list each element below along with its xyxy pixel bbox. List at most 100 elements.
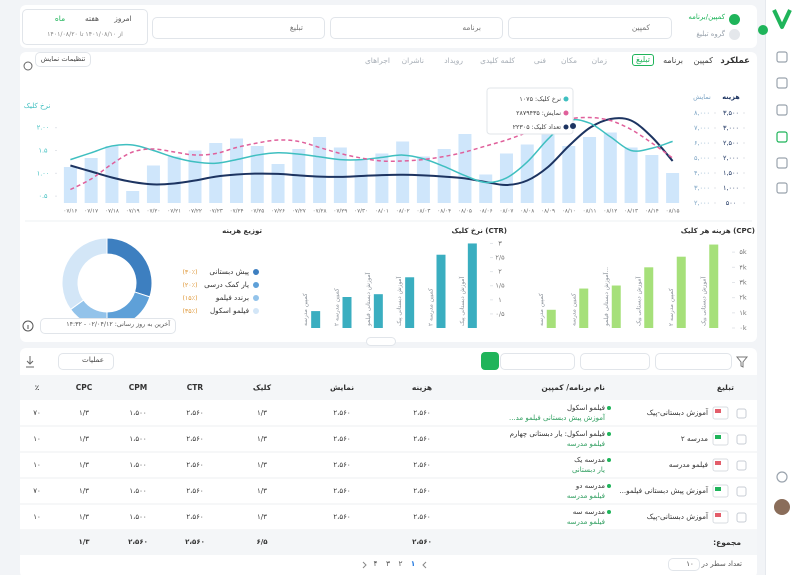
date-picker	[22, 9, 148, 45]
cell: ۱/۳	[79, 461, 89, 469]
column-header: تبلیغ	[716, 383, 734, 392]
cell: ۱/۳	[79, 409, 89, 417]
level-tab[interactable]: کمپین	[693, 56, 713, 65]
filter-select[interactable]	[655, 353, 732, 370]
total-cell: ۲،۵۶۰	[128, 538, 148, 546]
toggle-label: گروه تبلیغ	[696, 30, 725, 38]
update-note-text: آخرین به روز رسانی: ۰۲/۰۴/۱۲ - ۱۴:۳۲	[66, 321, 170, 328]
dimension-tab[interactable]: ناشران	[401, 56, 424, 65]
cell: ۱،۵۰۰	[129, 513, 147, 521]
level-tab[interactable]: تبلیغ	[632, 54, 654, 66]
cell: ۱،۵۰۰	[129, 487, 147, 495]
campaign-link[interactable]: فیلمو مدرسه	[566, 492, 605, 500]
dropdown-label: برنامه	[462, 23, 481, 32]
column-header: نمایش	[329, 383, 355, 392]
column-header: کلیک	[252, 383, 272, 392]
dimension-tab[interactable]: رویداد	[444, 56, 463, 65]
ad-name[interactable]: آموزش دبستانی-پیک	[646, 512, 708, 521]
dimension-tab[interactable]: فنی	[533, 56, 546, 65]
column-header: نام برنامه/ کمپین	[541, 383, 605, 392]
period-tab[interactable]: ماه	[54, 14, 66, 23]
rows-value[interactable]: ۱۰	[686, 560, 694, 568]
cell: ۱/۳	[79, 487, 89, 495]
cell: ۱/۳	[79, 435, 89, 443]
cell: ۲،۵۶۰	[186, 409, 204, 417]
column-header: CTR	[186, 383, 204, 392]
chart-card	[20, 52, 757, 342]
dimension-tab[interactable]: مکان	[561, 56, 577, 65]
cell: ۱۰	[33, 435, 41, 443]
cell: ۷۰	[33, 487, 41, 495]
sidebar	[765, 0, 800, 575]
dimension-tab[interactable]: اجراهای	[364, 56, 390, 65]
total-cell: ۲،۵۶۰	[185, 538, 205, 546]
cell: ۱۰	[33, 461, 41, 469]
tabs-title: عملکرد	[720, 56, 750, 66]
cell: ۱،۵۰۰	[129, 409, 147, 417]
ad-name[interactable]: آموزش دبستانی-پیک	[646, 408, 708, 417]
cell: ۷۰	[33, 409, 41, 417]
actions-button[interactable]	[58, 353, 114, 370]
column-header: CPM	[128, 383, 148, 392]
settings-button[interactable]	[35, 52, 91, 67]
dimension-tab[interactable]: کلمه کلیدی	[480, 56, 515, 65]
table-header	[20, 375, 757, 400]
column-header: CPC	[75, 383, 93, 392]
column-header: هزینه	[411, 383, 433, 392]
campaign-link[interactable]: فیلمو مدرسه	[566, 518, 605, 526]
campaign-link[interactable]: یار دبستانی	[571, 466, 605, 474]
column-header: ٪	[34, 383, 40, 392]
collapse-handle[interactable]	[366, 337, 396, 346]
program-name: مدرسه دو	[575, 482, 605, 490]
dropdown[interactable]	[508, 17, 672, 39]
dimension-tab[interactable]: زمان	[591, 56, 607, 65]
ad-name[interactable]: مدرسه ۲	[680, 434, 708, 443]
dropdown[interactable]	[330, 17, 503, 39]
cell: ۱۰	[33, 513, 41, 521]
cell: ۱/۳	[257, 435, 267, 443]
ad-name[interactable]: فیلمو مدرسه	[668, 460, 708, 469]
update-note	[40, 318, 176, 334]
page-button[interactable]: ۱	[410, 559, 416, 568]
level-tab[interactable]: برنامه	[663, 56, 683, 65]
program-name: مدرسه یک	[574, 456, 605, 464]
total-cell: ۶/۵	[256, 538, 268, 546]
cell: ۲،۵۶۰	[413, 461, 431, 469]
campaign-link[interactable]: فیلمو مدرسه	[566, 440, 605, 448]
period-tab[interactable]: هفته	[84, 14, 100, 23]
page-button[interactable]: ۲	[398, 559, 403, 568]
cell: ۱/۳	[257, 487, 267, 495]
search-input[interactable]	[500, 353, 575, 370]
page-button[interactable]: ۳	[385, 559, 391, 568]
apply-button[interactable]	[481, 352, 499, 370]
cell: ۲،۵۶۰	[413, 487, 431, 495]
cell: ۱/۳	[257, 513, 267, 521]
ad-name[interactable]: آموزش پیش دبستانی فیلمو...	[619, 486, 708, 495]
dropdown[interactable]	[152, 17, 325, 39]
table-total	[20, 530, 757, 555]
campaign-link[interactable]: آموزش پیش دبستانی فیلمو مد...	[509, 414, 605, 422]
page-button[interactable]: ۴	[373, 559, 378, 568]
cell: ۱/۳	[257, 409, 267, 417]
cell: ۲،۵۶۰	[186, 487, 204, 495]
program-name: مدرسه سه	[572, 508, 605, 516]
total-label: مجموع:	[713, 538, 741, 547]
rows-select[interactable]	[668, 558, 700, 571]
toggle-off[interactable]	[729, 29, 740, 40]
date-range: از ۱۴۰۱/۰۸/۱۰ تا ۱۴۰۱/۰۸/۲۰	[47, 31, 123, 38]
toggle-on[interactable]	[729, 14, 740, 25]
total-cell: ۱/۳	[78, 538, 90, 546]
cell: ۲،۵۶۰	[333, 435, 351, 443]
settings-label: تنظیمات نمایش	[40, 55, 86, 63]
cell: ۲،۵۶۰	[186, 461, 204, 469]
cell: ۲،۵۶۰	[333, 513, 351, 521]
cell: ۲،۵۶۰	[413, 435, 431, 443]
cell: ۲،۵۶۰	[333, 409, 351, 417]
toggle-label: کمپین/برنامه	[688, 13, 725, 21]
cell: ۱،۵۰۰	[129, 461, 147, 469]
period-tab[interactable]: امروز	[114, 14, 132, 23]
program-name: فیلمو اسکول	[566, 404, 605, 412]
filter-select[interactable]	[580, 353, 650, 370]
cell: ۱،۵۰۰	[129, 435, 147, 443]
